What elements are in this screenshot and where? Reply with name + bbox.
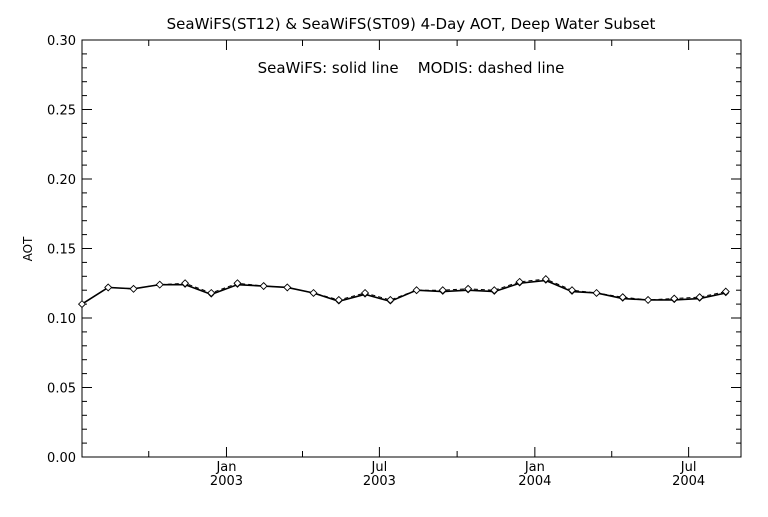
series-line-modis: [81, 278, 726, 305]
x-tick-label-year: 2003: [363, 474, 396, 489]
data-point-modis: [386, 295, 395, 304]
data-point-modis: [644, 295, 653, 304]
data-point-modis: [309, 288, 318, 298]
series-layer: [77, 275, 730, 309]
y-tick-label: 0.30: [47, 34, 76, 49]
data-point-modis: [541, 275, 550, 284]
data-point-modis: [259, 281, 268, 291]
line-style-annotation: SeaWiFS: solid line MODIS: dashed line: [258, 59, 565, 77]
x-tick-label-month: Jul: [371, 460, 388, 475]
data-point-modis: [360, 288, 370, 298]
data-point-modis: [207, 288, 216, 298]
x-tick-label-year: 2003: [210, 474, 243, 489]
data-point-modis: [181, 279, 190, 288]
data-point-modis: [155, 280, 164, 289]
y-axis-label: AOT: [21, 236, 35, 261]
data-point-modis: [670, 294, 679, 303]
plot-frame: [81, 39, 742, 458]
data-point-modis: [618, 293, 627, 302]
data-point-modis: [104, 283, 113, 292]
y-tick-label: 0.20: [47, 173, 76, 188]
data-point-modis: [129, 284, 138, 293]
data-point-modis: [567, 286, 577, 295]
data-point-modis: [695, 293, 704, 302]
data-point-modis: [721, 287, 730, 296]
x-tick-label-year: 2004: [518, 474, 551, 489]
y-tick-label: 0.15: [47, 243, 76, 258]
y-tick-label: 0.25: [47, 104, 76, 119]
data-point-modis: [464, 284, 473, 293]
x-tick-label-month: Jan: [215, 460, 236, 475]
data-point-modis: [438, 286, 447, 295]
data-point-modis: [77, 300, 87, 309]
y-tick-label: 0.10: [47, 312, 76, 327]
chart-title: SeaWiFS(ST12) & SeaWiFS(ST09) 4-Day AOT,…: [167, 15, 656, 33]
y-tick-label: 0.05: [47, 382, 76, 397]
series-line-seawifs: [81, 279, 726, 305]
y-tick-label: 0.00: [47, 451, 76, 466]
data-point-modis: [490, 286, 499, 295]
x-tick-label-month: Jul: [680, 460, 697, 475]
data-point-modis: [334, 295, 343, 304]
x-tick-label-year: 2004: [672, 474, 705, 489]
data-point-modis: [592, 288, 601, 298]
data-point-modis: [515, 277, 524, 286]
data-point-modis: [412, 286, 421, 295]
data-point-modis: [233, 279, 242, 288]
data-point-modis: [283, 283, 292, 292]
x-tick-label-month: Jan: [524, 460, 545, 475]
y-axis: 0.00 0.05 0.10 0.15 0.20 0.25 0.30: [47, 34, 741, 466]
